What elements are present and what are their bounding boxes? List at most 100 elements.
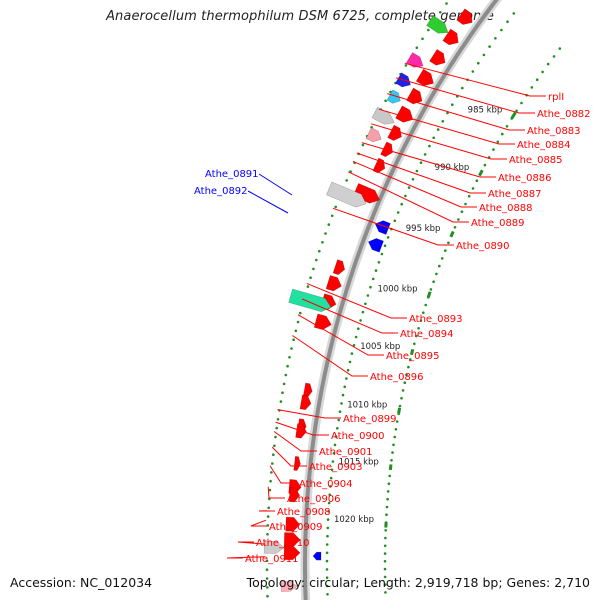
forward-dot-track bbox=[296, 320, 300, 324]
forward-dot-track bbox=[290, 347, 293, 350]
leader-line bbox=[378, 108, 515, 145]
outer-dot-track bbox=[395, 420, 399, 423]
forward-dot-track bbox=[327, 223, 331, 226]
accession-text: Accession: NC_012034 bbox=[10, 575, 153, 590]
inner-dot-track bbox=[326, 534, 329, 538]
leader-line bbox=[226, 556, 266, 559]
leader-line bbox=[356, 152, 486, 194]
outer-dot-track bbox=[405, 373, 408, 377]
outer-dot-track bbox=[384, 529, 388, 532]
outer-dot-track bbox=[541, 70, 544, 74]
inner-dot-track bbox=[330, 468, 334, 472]
leader-line bbox=[271, 446, 307, 467]
outer-dot-track bbox=[384, 591, 387, 594]
inner-dot-track bbox=[512, 12, 516, 15]
leader-line-reverse bbox=[247, 190, 289, 214]
outer-dot-track bbox=[387, 482, 391, 486]
inner-dot-track bbox=[419, 161, 423, 164]
scale-tick-label: 1000 kbp bbox=[377, 285, 417, 295]
inner-dot-track bbox=[371, 277, 375, 281]
inner-dot-track bbox=[386, 236, 390, 239]
outer-dot-track bbox=[383, 552, 387, 555]
forward-dot-track bbox=[330, 214, 334, 218]
forward-dot-track bbox=[306, 285, 310, 288]
leader-line bbox=[277, 409, 341, 419]
gene-label: Athe_0900 bbox=[331, 431, 385, 442]
forward-gene-arrow-shape bbox=[288, 487, 300, 503]
outer-dot-track bbox=[407, 365, 410, 369]
misc-feature-block bbox=[365, 127, 382, 143]
forward-dot-track bbox=[274, 435, 277, 439]
inner-dot-track bbox=[506, 20, 509, 24]
gene-label: Athe_0909 bbox=[269, 522, 323, 533]
outer-dot-track bbox=[520, 101, 523, 105]
reverse-gene-arrow bbox=[367, 238, 384, 253]
misc-feature-block-shape bbox=[288, 288, 332, 313]
misc-feature-block-shape bbox=[365, 127, 382, 143]
forward-dot-track bbox=[286, 364, 289, 368]
genome-title: Anaerocellum thermophilum DSM 6725, comp… bbox=[106, 9, 494, 24]
forward-gene-arrow bbox=[332, 259, 346, 276]
forward-gene-arrow-shape bbox=[456, 8, 473, 25]
forward-gene-arrow bbox=[285, 516, 301, 532]
inner-dot-track bbox=[432, 136, 436, 140]
outer-dot-track bbox=[390, 459, 393, 462]
outer-dot-track bbox=[388, 474, 392, 478]
outer-dot-track bbox=[464, 202, 467, 206]
leader-line bbox=[396, 77, 535, 114]
inner-dot-track bbox=[326, 593, 329, 596]
outer-dot-track bbox=[384, 536, 387, 540]
feature-layer bbox=[263, 8, 473, 592]
pseudogene-block-shape bbox=[326, 181, 367, 208]
inner-dot-track bbox=[327, 510, 330, 513]
outer-dot-track bbox=[440, 257, 444, 260]
forward-dot-track bbox=[266, 524, 270, 527]
gene-label: Athe_0896 bbox=[370, 372, 424, 383]
scale-tick-label: 1015 kbp bbox=[339, 457, 379, 467]
forward-dot-track bbox=[265, 577, 269, 580]
inner-dot-track bbox=[345, 377, 348, 380]
forward-gene-arrow-shape bbox=[332, 259, 346, 276]
outer-dot-track bbox=[501, 132, 504, 136]
inner-dot-track bbox=[333, 443, 337, 447]
leader-line bbox=[273, 431, 317, 452]
forward-dot-track bbox=[334, 205, 338, 209]
outer-dot-track bbox=[432, 280, 435, 284]
forward-dot-track bbox=[265, 559, 269, 563]
inner-dot-track bbox=[404, 194, 407, 198]
scale-tick-label: 1020 kbp bbox=[334, 515, 374, 525]
outer-dot-track bbox=[383, 560, 387, 563]
inner-dot-track bbox=[359, 319, 362, 322]
outer-dot-track bbox=[535, 78, 539, 81]
inner-dot-track bbox=[411, 178, 415, 181]
outer-dot-track bbox=[471, 187, 475, 190]
inner-dot-track bbox=[461, 86, 464, 90]
inner-dot-track bbox=[377, 261, 381, 264]
forward-gene-arrow-shape bbox=[293, 455, 301, 471]
inner-dot-track bbox=[383, 244, 387, 247]
forward-gene-arrow bbox=[313, 313, 332, 330]
scale-tick-label: 985 kbp bbox=[468, 105, 503, 115]
scale-tick bbox=[388, 464, 393, 471]
forward-gene-arrow bbox=[456, 8, 473, 25]
forward-gene-arrow bbox=[299, 394, 312, 411]
forward-gene-arrow-shape bbox=[313, 313, 332, 330]
outer-dot-track bbox=[400, 396, 403, 400]
forward-gene-arrow bbox=[387, 124, 402, 141]
inner-dot-track bbox=[340, 402, 343, 405]
inner-dot-track bbox=[325, 576, 329, 579]
leader-line bbox=[352, 160, 477, 208]
gene-label: Athe_0882 bbox=[537, 109, 591, 120]
misc-feature-block-shape bbox=[395, 72, 411, 88]
gene-label: Athe_0904 bbox=[299, 479, 353, 490]
outer-dot-track bbox=[401, 389, 405, 392]
outer-dot-track bbox=[467, 194, 471, 198]
forward-gene-arrow bbox=[283, 545, 301, 561]
outer-dot-track bbox=[483, 163, 487, 167]
inner-dot-track bbox=[488, 45, 491, 48]
inner-dot-track bbox=[451, 103, 454, 106]
label-layer: rplI Athe_0882 Athe_0883 Athe_0884 Athe_0885… bbox=[194, 92, 591, 565]
pseudogene-block bbox=[326, 181, 367, 208]
scale-tick bbox=[449, 230, 455, 238]
backbone-line bbox=[303, 0, 499, 600]
